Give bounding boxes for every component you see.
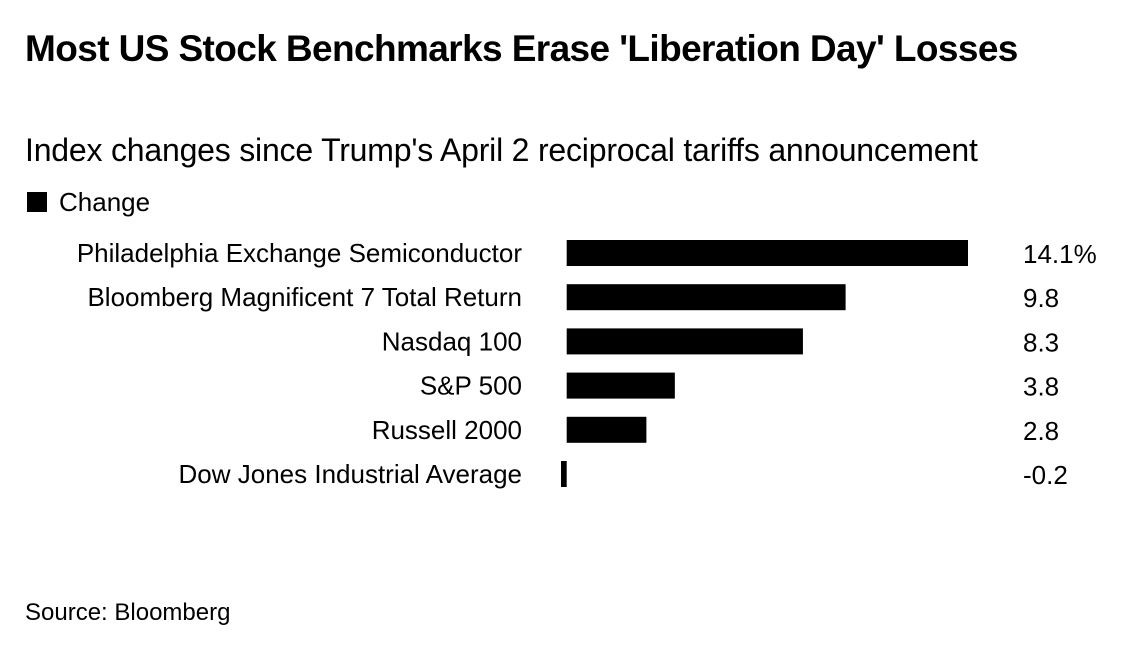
- value-label: 3.8: [1023, 372, 1059, 402]
- category-label: Dow Jones Industrial Average: [179, 459, 523, 489]
- bar: [566, 328, 803, 355]
- source-note: Source: Bloomberg: [25, 599, 231, 626]
- category-label: S&P 500: [420, 371, 522, 401]
- value-label: 8.3: [1023, 327, 1059, 357]
- value-label: 9.8: [1023, 283, 1059, 313]
- category-label: Russell 2000: [372, 415, 522, 445]
- legend-swatch: [27, 192, 47, 212]
- category-label: Philadelphia Exchange Semiconductor: [77, 238, 523, 268]
- legend-label: Change: [59, 187, 151, 217]
- chart-subtitle: Index changes since Trump's April 2 reci…: [25, 132, 978, 168]
- bar: [566, 372, 675, 399]
- value-label: 2.8: [1023, 416, 1059, 446]
- bar: [566, 416, 647, 443]
- bar: [561, 461, 567, 487]
- category-label: Bloomberg Magnificent 7 Total Return: [87, 282, 522, 312]
- value-label: -0.2: [1023, 460, 1068, 490]
- value-label: 14.1%: [1023, 239, 1097, 269]
- chart-title: Most US Stock Benchmarks Erase 'Liberati…: [25, 28, 1018, 69]
- bar: [566, 240, 968, 266]
- category-label: Nasdaq 100: [382, 326, 522, 356]
- bar: [566, 284, 846, 311]
- legend: Change: [27, 186, 150, 218]
